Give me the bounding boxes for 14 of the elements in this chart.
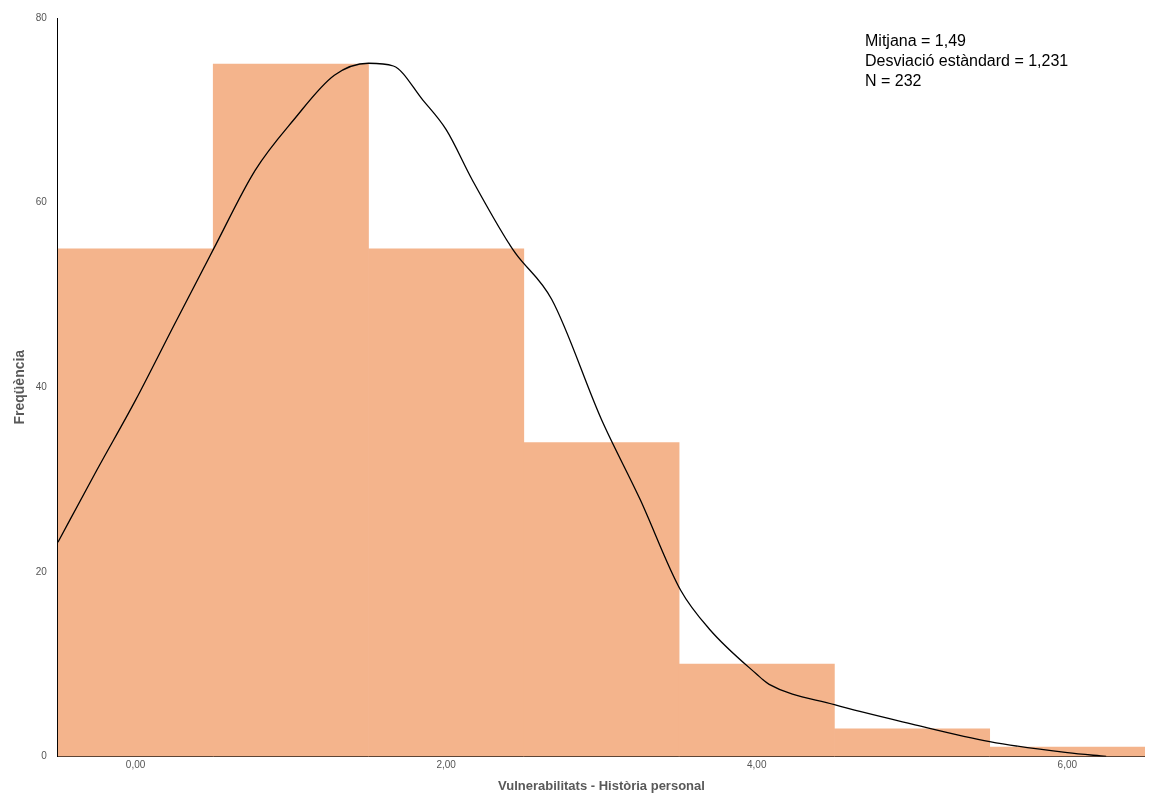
y-tick-label: 40 xyxy=(35,380,48,392)
annotation: N = 232 xyxy=(865,72,922,90)
y-tick-label: 20 xyxy=(35,565,48,577)
annotation: Mitjana = 1,49 xyxy=(865,32,967,50)
y-tick-label: 0 xyxy=(41,750,48,762)
x-tick-label: 4,00 xyxy=(747,759,767,771)
annotation: Desviació estàndard = 1,231 xyxy=(865,52,1069,70)
y-tick-label: 60 xyxy=(35,196,48,208)
x-tick-label: 2,00 xyxy=(436,759,457,771)
x-tick-label: 0,00 xyxy=(125,759,146,771)
y-axis-title: Freqüència xyxy=(11,349,28,425)
x-axis-title: Vulnerabilitats - Història personal xyxy=(498,777,705,793)
y-tick-label: 80 xyxy=(35,11,48,23)
x-tick-label: 6,00 xyxy=(1057,759,1078,771)
